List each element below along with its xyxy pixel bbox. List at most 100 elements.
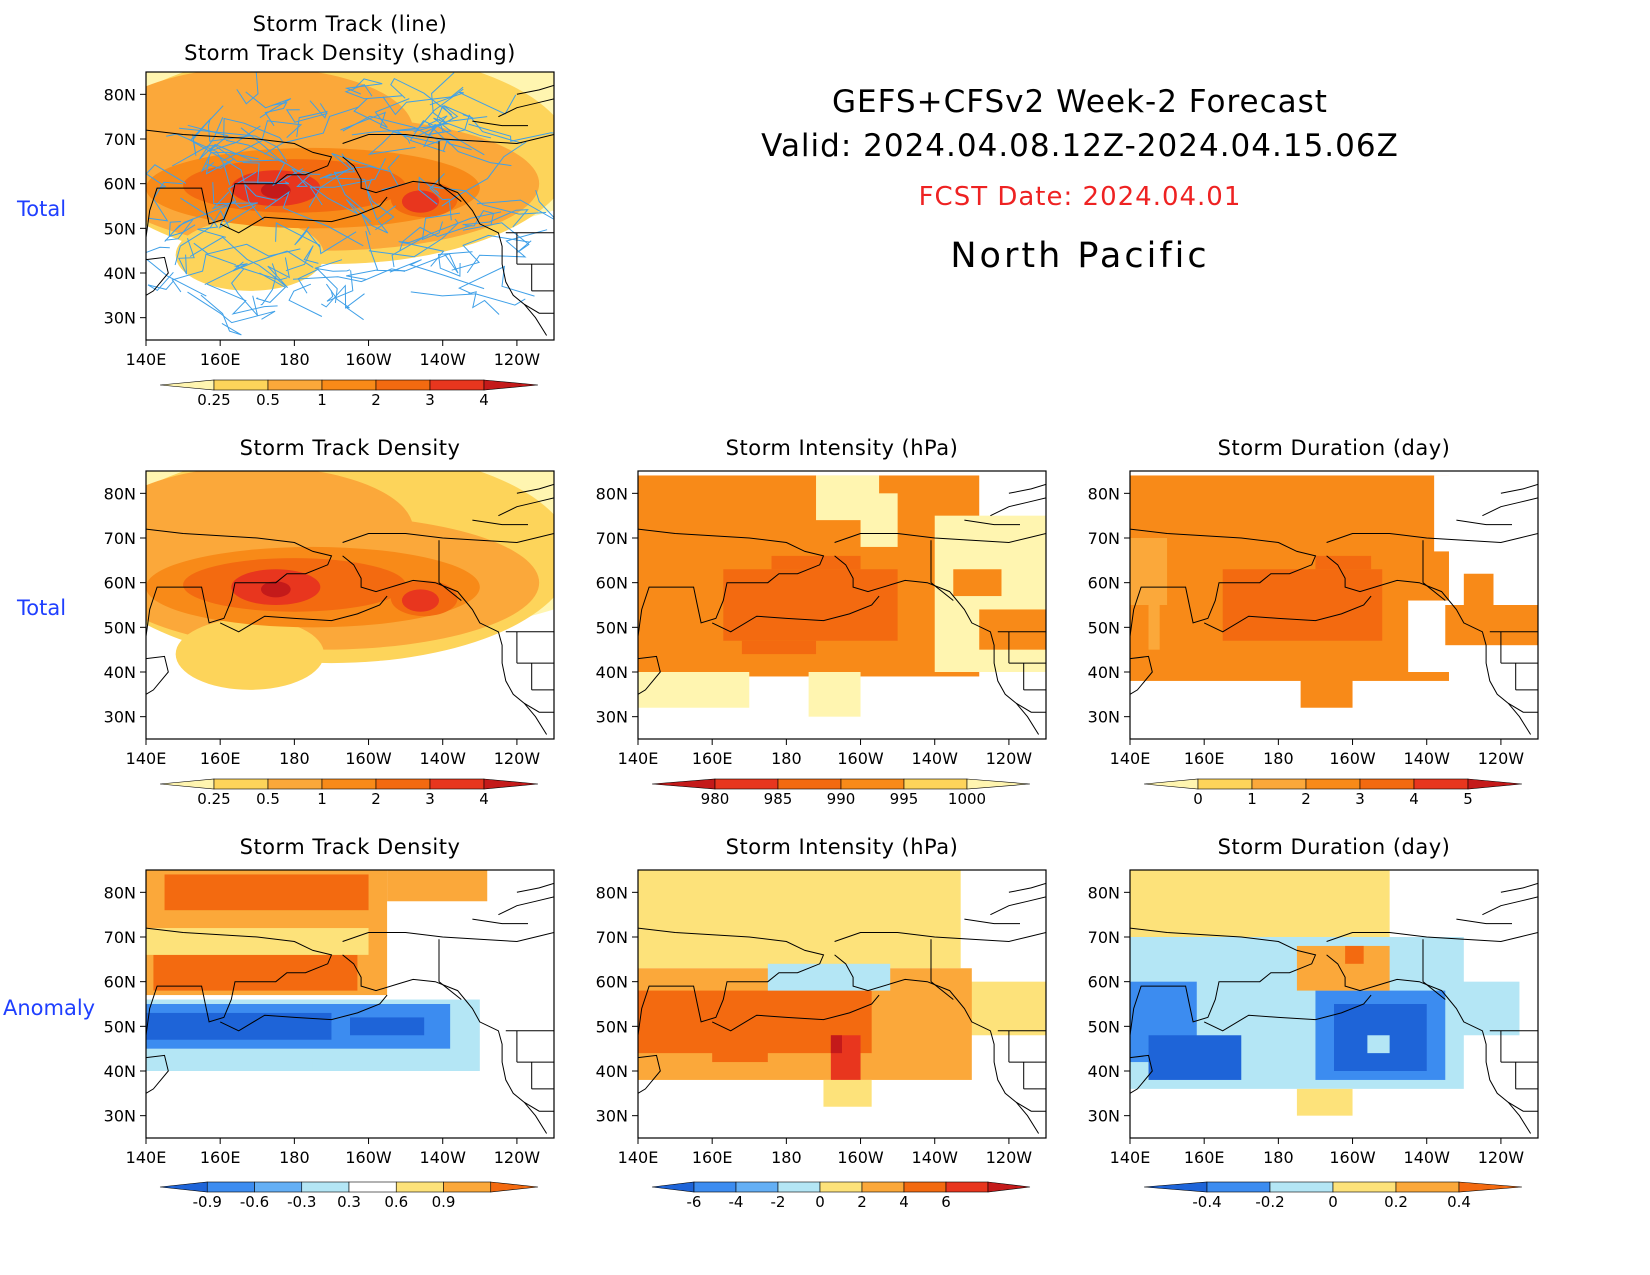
coastline	[146, 927, 333, 1036]
colorbar-swatch	[945, 1181, 989, 1193]
coastline	[1500, 483, 1538, 494]
coastline	[990, 497, 1046, 517]
colorbar-swatch	[321, 379, 377, 391]
y-tick-label: 30N	[104, 708, 136, 727]
map-iA	[638, 870, 1046, 1134]
colorbar-cap	[651, 1181, 695, 1193]
map-uA	[1130, 870, 1538, 1134]
colorbar-swatch	[301, 1181, 350, 1193]
storm-track-line	[212, 182, 258, 209]
storm-track-line	[333, 153, 367, 213]
coastline	[1130, 528, 1317, 637]
colorbar-label: 0.25	[197, 391, 230, 409]
colorbar-cap	[1458, 1181, 1523, 1193]
storm-track-line	[314, 259, 351, 272]
storm-track-line	[361, 213, 389, 236]
coastline	[1203, 994, 1372, 1032]
x-tick-label: 180	[771, 749, 802, 768]
colorbar-swatch	[375, 778, 431, 790]
anom-neg-09	[350, 1017, 425, 1036]
danom-max	[1345, 945, 1364, 964]
storm-track-line	[431, 186, 547, 215]
x-tick-label: 180	[279, 749, 310, 768]
density-400	[401, 190, 440, 213]
panel-title-intensity-anom: Storm Intensity (hPa)	[725, 835, 959, 859]
x-tick-label: 120W	[986, 1148, 1033, 1167]
storm-track-line	[285, 103, 328, 123]
y-tick-label: 60N	[104, 973, 136, 992]
colorbar-cap	[1143, 778, 1199, 790]
panel-title-duration-total: Storm Duration (day)	[1217, 436, 1451, 460]
colorbar-label: 3	[425, 391, 435, 409]
storm-track-line	[200, 294, 242, 336]
coastline	[516, 483, 554, 494]
storm-track-line	[225, 139, 304, 187]
storm-track-line	[366, 178, 395, 231]
colorbar-swatch	[1269, 1181, 1334, 1193]
anom-neg-09	[146, 1012, 332, 1040]
coastline	[1508, 702, 1538, 713]
colorbar-swatch	[735, 1181, 779, 1193]
y-tick-label: 40N	[596, 1062, 628, 1081]
coastline	[1326, 533, 1538, 544]
coastline	[1130, 927, 1317, 1036]
colorbar-duration-anom: -0.4 -0.2 0 0.2 0.4	[1143, 1181, 1523, 1211]
coastline	[1008, 882, 1046, 893]
storm-track-line	[321, 284, 365, 309]
map-frame	[1129, 869, 1539, 1139]
coastline	[1482, 896, 1538, 916]
colorbar-cap	[651, 778, 716, 790]
x-tick-label: 160W	[837, 1148, 884, 1167]
storm-track-line	[441, 141, 527, 207]
colorbar-cap	[159, 1181, 208, 1193]
storm-track-line	[198, 117, 252, 161]
y-tick-label: 60N	[104, 574, 136, 593]
coastline	[834, 932, 1046, 943]
colorbar-swatch	[861, 1181, 905, 1193]
x-tick-label: 180	[279, 350, 310, 369]
storm-track-line	[294, 226, 321, 248]
x-tick-label: 180	[279, 1148, 310, 1167]
colorbar-swatch	[903, 778, 968, 790]
x-tick-label: 160E	[200, 749, 241, 768]
storm-track-line	[288, 283, 323, 317]
colorbar-label: 2	[1301, 790, 1311, 808]
x-tick-label: 120W	[1478, 1148, 1525, 1167]
coastline	[472, 519, 528, 526]
colorbar-swatch	[777, 1181, 821, 1193]
map-frame	[1129, 470, 1539, 740]
colorbar-swatch	[206, 1181, 255, 1193]
ianom-pos-2	[823, 1079, 872, 1107]
coastline	[1326, 954, 1532, 1134]
map-frame	[637, 869, 1047, 1139]
coastline	[498, 497, 554, 517]
colorbar-density: 0.25 0.5 1 2 3 4	[159, 778, 539, 808]
storm-track-line	[267, 257, 290, 288]
x-tick-label: 120W	[494, 1148, 541, 1167]
coastline	[1482, 497, 1538, 517]
storm-track-line	[413, 72, 455, 133]
storm-track-line	[275, 222, 357, 255]
danom-pos-02	[1296, 1088, 1353, 1116]
storm-track-line	[391, 211, 502, 268]
colorbar-label: 995	[890, 790, 919, 808]
x-tick-label: 140W	[1404, 749, 1451, 768]
y-tick-label: 80N	[1088, 883, 1120, 902]
coastline	[472, 918, 528, 925]
colorbar-intensity: 980 985 990 995 1000	[651, 778, 1031, 808]
colorbar-cap	[159, 379, 215, 391]
colorbar-cap	[1143, 1181, 1208, 1193]
storm-track-line	[367, 130, 416, 155]
region-title: North Pacific	[950, 236, 1210, 276]
coastline	[524, 702, 554, 713]
storm-track-line	[390, 77, 453, 116]
map-frame	[145, 71, 555, 341]
duration-3	[1315, 555, 1372, 570]
intensity-1000	[860, 493, 898, 547]
coastline	[638, 655, 661, 695]
colorbar-intensity-anom: -6 -4 -2 0 2 4 6	[651, 1181, 1031, 1211]
panel-title-duration-anom: Storm Duration (day)	[1217, 835, 1451, 859]
y-tick-label: 50N	[104, 1017, 136, 1036]
map-dA	[146, 870, 554, 1134]
